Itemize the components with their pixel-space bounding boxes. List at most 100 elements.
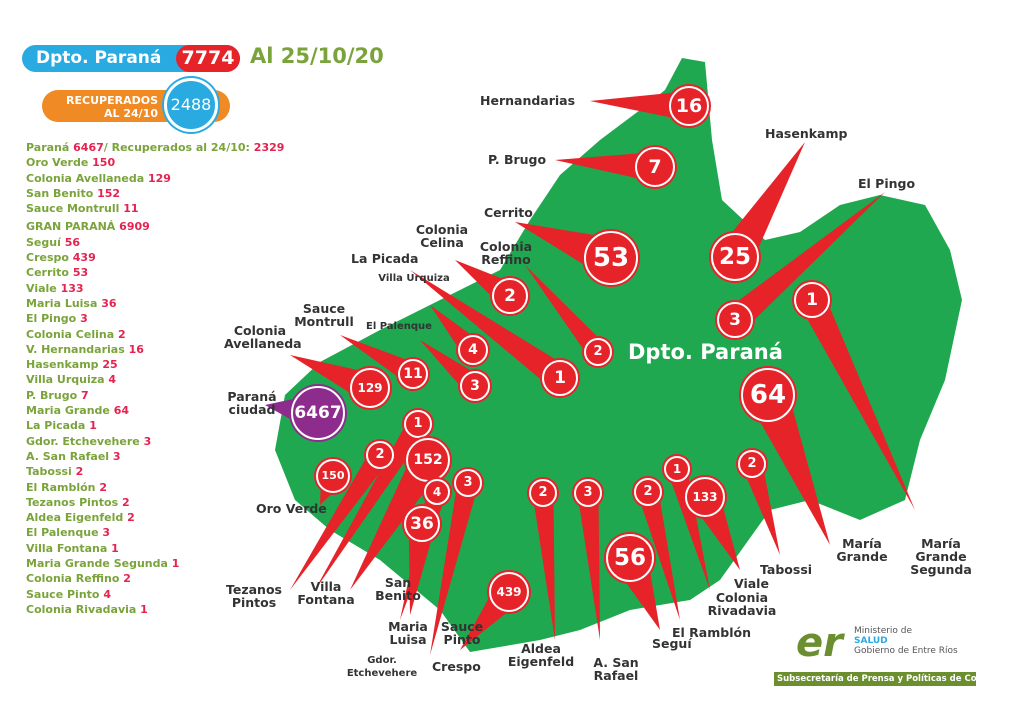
case-marker[interactable]: 64 <box>741 368 795 422</box>
recovered-label: RECUPERADOS <box>66 94 158 107</box>
case-marker[interactable]: 129 <box>350 368 390 408</box>
case-marker[interactable]: 6467 <box>291 386 345 440</box>
list-item-value: 2 <box>123 572 131 586</box>
case-marker[interactable]: 1 <box>794 282 830 318</box>
list-item: A. San Rafael 3 <box>26 449 284 464</box>
locality-label: La Picada <box>351 251 419 266</box>
case-marker[interactable]: 3 <box>574 479 602 507</box>
locality-label: María Grande <box>836 536 888 564</box>
list-item-value: 150 <box>92 156 116 170</box>
list-item-value: 7 <box>80 388 89 402</box>
case-marker[interactable]: 3 <box>454 469 482 497</box>
locality-label: Villa Urquiza <box>378 273 450 284</box>
case-marker[interactable]: 7 <box>635 147 675 187</box>
list-item-name: Gdor. Etchevehere <box>26 434 140 448</box>
case-marker[interactable]: 3 <box>717 302 753 338</box>
list-item-extra-value: 2329 <box>253 141 285 154</box>
case-marker[interactable]: 36 <box>404 506 440 542</box>
locality-label: Crespo <box>432 659 481 674</box>
locality-label: Tabossi <box>760 562 813 577</box>
list-item-name: Maria Grande <box>26 404 110 418</box>
case-marker[interactable]: 53 <box>584 231 638 285</box>
list-item-value: 6467 <box>73 141 104 154</box>
case-marker[interactable]: 150 <box>316 459 350 493</box>
list-item-name: Colonia Reffino <box>26 572 120 586</box>
case-marker[interactable]: 1 <box>542 360 578 396</box>
list-item: Sauce Montrull 11 <box>26 201 284 216</box>
list-item: Aldea Eigenfeld 2 <box>26 510 284 525</box>
list-item-name: Maria Luisa <box>26 296 98 310</box>
recovered-count: 2488 <box>164 78 218 132</box>
list-item-value: 2 <box>127 511 135 525</box>
locality-label: Hernandarias <box>480 93 576 108</box>
list-item: Seguí 56 <box>26 235 284 250</box>
list-item: Oro Verde 150 <box>26 155 284 170</box>
case-marker[interactable]: 16 <box>669 86 709 126</box>
list-item-name: GRAN PARANÁ <box>26 220 116 234</box>
case-marker[interactable]: 4 <box>424 479 450 505</box>
case-marker[interactable]: 1 <box>664 456 690 482</box>
list-item-name: V. Hernandarias <box>26 342 125 356</box>
marker-pointer <box>290 449 389 590</box>
list-item-name: Crespo <box>26 251 69 265</box>
list-item-name: Cerrito <box>26 266 69 280</box>
list-item: El Palenque 3 <box>26 525 284 540</box>
list-item-name: P. Brugo <box>26 388 78 402</box>
list-item-value: 2 <box>117 327 126 341</box>
case-marker[interactable]: 133 <box>685 477 725 517</box>
list-item: Colonia Rivadavia 1 <box>26 602 284 617</box>
locality-label: Seguí <box>652 636 692 651</box>
locality-label: Viale <box>734 576 769 591</box>
marker-pointer <box>726 192 885 331</box>
locality-label: A. San Rafael <box>593 655 639 683</box>
case-marker[interactable]: 11 <box>398 359 428 389</box>
case-marker[interactable]: 2 <box>584 338 612 366</box>
locality-label: Sauce Montrull <box>294 301 354 329</box>
case-marker[interactable]: 3 <box>460 371 490 401</box>
marker-pointer <box>408 522 436 615</box>
recovered-date: AL 24/10 <box>104 107 158 120</box>
list-item-value: 439 <box>72 251 96 265</box>
list-item: Villa Fontana 1 <box>26 541 284 556</box>
locality-label: Colonia Celina <box>415 222 469 250</box>
list-item-name: Seguí <box>26 235 61 249</box>
list-item-value: 3 <box>112 449 121 463</box>
locality-label: Colonia Rivadavia <box>707 590 777 618</box>
list-item-value: 2 <box>75 465 84 479</box>
case-marker[interactable]: 152 <box>406 438 450 482</box>
case-marker[interactable]: 439 <box>489 572 529 612</box>
list-item-value: 129 <box>147 171 171 185</box>
list-item: Cerrito 53 <box>26 265 284 280</box>
logo-line2: SALUD <box>854 636 888 646</box>
list-item-value: 56 <box>64 235 81 249</box>
total-cases-badge: 7774 <box>176 45 240 72</box>
marker-pointer <box>799 294 915 510</box>
list-item-value: 1 <box>111 541 119 555</box>
marker-pointer <box>749 387 830 545</box>
case-marker[interactable]: 25 <box>711 233 759 281</box>
report-date: Al 25/10/20 <box>250 44 384 68</box>
case-marker[interactable]: 2 <box>738 450 766 478</box>
list-item: Tezanos Pintos 2 <box>26 495 284 510</box>
case-marker[interactable]: 56 <box>606 534 654 582</box>
case-marker[interactable]: 2 <box>366 441 394 469</box>
case-marker[interactable]: 2 <box>492 278 528 314</box>
locality-label: El Ramblón <box>672 625 751 640</box>
locality-label: Aldea Eigenfeld <box>507 641 575 669</box>
list-item-name: Oro Verde <box>26 156 89 170</box>
case-marker[interactable]: 2 <box>529 479 557 507</box>
ministry-logo: er Ministerio de SALUD Gobierno de Entre… <box>774 620 1024 690</box>
list-item: El Pingo 3 <box>26 311 284 326</box>
list-item: Crespo 439 <box>26 250 284 265</box>
list-item-value: 53 <box>72 266 89 280</box>
department-label: Dpto. Paraná <box>628 340 783 364</box>
locality-label: San Benito <box>375 575 421 603</box>
case-marker[interactable]: 1 <box>404 410 432 438</box>
marker-pointer <box>532 492 555 640</box>
case-marker[interactable]: 4 <box>458 335 488 365</box>
locality-label: Sauce Pinto <box>440 619 484 647</box>
list-item-value: 152 <box>97 186 121 200</box>
list-item: V. Hernandarias 16 <box>26 342 284 357</box>
case-marker[interactable]: 2 <box>634 478 662 506</box>
marker-pointer <box>637 489 680 620</box>
